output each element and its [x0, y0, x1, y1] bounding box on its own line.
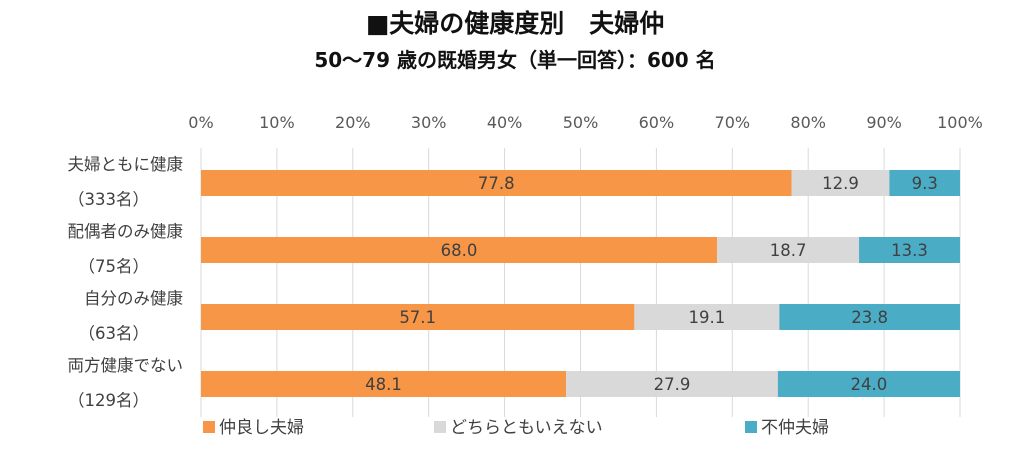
legend-label: 仲良し夫婦 — [219, 418, 304, 438]
data-label: 19.1 — [688, 308, 725, 327]
category-count-label: （333名） — [68, 190, 149, 209]
data-label: 13.3 — [891, 241, 928, 260]
x-tick-label: 90% — [866, 113, 902, 132]
bar-segment — [777, 371, 960, 397]
category-label: 配偶者のみ健康 — [68, 222, 184, 241]
category-count-label: （63名） — [79, 324, 150, 343]
x-tick-label: 40% — [487, 113, 523, 132]
legend-label: 不仲夫婦 — [761, 418, 829, 438]
category-label: 自分のみ健康 — [84, 289, 183, 308]
data-label: 27.9 — [654, 375, 691, 394]
bar-segment — [566, 371, 778, 397]
bar-segment — [859, 237, 960, 263]
category-label: 両方健康でない — [68, 356, 184, 375]
category-count-label: （75名） — [79, 257, 150, 276]
legend-swatch — [203, 421, 215, 433]
bar-segment — [717, 237, 860, 263]
x-tick-label: 20% — [335, 113, 371, 132]
x-tick-label: 10% — [259, 113, 295, 132]
category-label: 夫婦ともに健康 — [68, 155, 184, 174]
bar-segment — [634, 304, 780, 330]
data-label: 18.7 — [770, 241, 807, 260]
data-label: 48.1 — [365, 375, 402, 394]
legend-swatch — [434, 421, 446, 433]
x-tick-label: 0% — [188, 113, 213, 132]
bar-segment — [201, 304, 635, 330]
x-tick-label: 70% — [715, 113, 751, 132]
data-label: 68.0 — [441, 241, 478, 260]
data-label: 12.9 — [822, 174, 859, 193]
legend-swatch — [745, 421, 757, 433]
data-label: 24.0 — [851, 375, 888, 394]
chart-subtitle: 50〜79 歳の既婚男女（単一回答）：600 名 — [314, 48, 716, 72]
data-label: 9.3 — [912, 174, 938, 193]
x-tick-label: 80% — [790, 113, 826, 132]
bar-segment — [889, 170, 960, 196]
bar-segment — [779, 304, 960, 330]
chart-title: ■夫婦の健康度別 夫婦仲 — [365, 9, 665, 38]
bar-segment — [791, 170, 890, 196]
x-tick-label: 60% — [639, 113, 675, 132]
bar-segment — [201, 170, 792, 196]
legend-label: どちらともいえない — [450, 418, 603, 438]
data-label: 77.8 — [478, 174, 515, 193]
x-tick-label: 100% — [937, 113, 983, 132]
bar-segment — [201, 371, 567, 397]
category-count-label: （129名） — [68, 391, 149, 410]
data-label: 23.8 — [851, 308, 888, 327]
data-label: 57.1 — [399, 308, 436, 327]
x-tick-label: 30% — [411, 113, 447, 132]
bar-segment — [201, 237, 718, 263]
x-tick-label: 50% — [563, 113, 599, 132]
